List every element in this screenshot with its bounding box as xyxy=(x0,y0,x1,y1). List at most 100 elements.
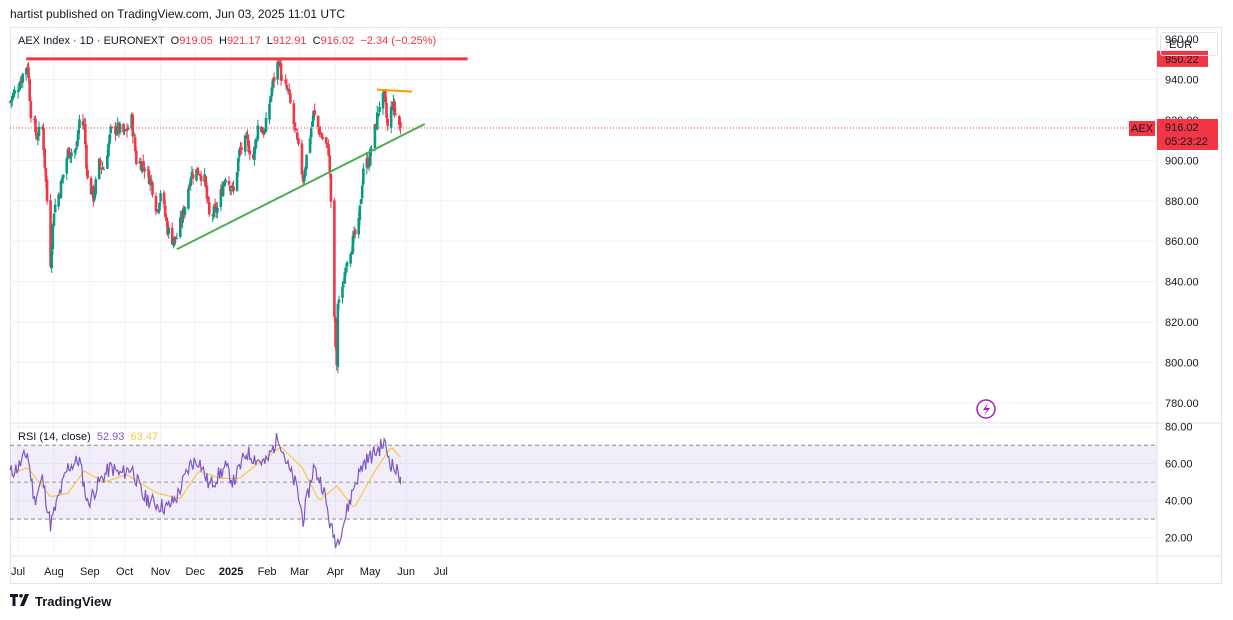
rsi-tick-label: 20.00 xyxy=(1165,533,1193,545)
candle-body xyxy=(151,182,154,196)
time-tick-label: Apr xyxy=(327,566,344,578)
close-value: 916.02 xyxy=(320,35,355,47)
price-tick-label: 800.00 xyxy=(1165,357,1199,369)
candle-body xyxy=(29,101,33,119)
candle-body xyxy=(285,84,289,90)
low-label: L xyxy=(266,35,273,47)
symbol-label[interactable]: AEX Index · 1D · EURONEXT xyxy=(18,35,165,47)
candle-body xyxy=(199,175,203,182)
candle-body xyxy=(125,128,129,132)
candle-body xyxy=(399,121,402,128)
candle-body xyxy=(227,181,231,185)
candle-body xyxy=(21,73,25,83)
candle-body xyxy=(316,115,320,128)
candle-body xyxy=(253,146,256,161)
candle-body xyxy=(213,203,217,207)
candle-body xyxy=(358,205,362,220)
time-tick-label: 2025 xyxy=(219,566,243,578)
candle-body xyxy=(9,100,13,102)
candle-body xyxy=(146,169,150,171)
drawings xyxy=(10,57,1157,251)
candle-body xyxy=(49,200,52,267)
ohlc-legend: AEX Index · 1D · EURONEXT O919.05 H921.1… xyxy=(18,35,436,47)
candle-body xyxy=(329,173,333,202)
tradingview-brand: TradingView xyxy=(35,594,112,609)
candle-body xyxy=(232,186,235,191)
price-tick-label: 860.00 xyxy=(1165,236,1199,248)
candle-body xyxy=(195,169,198,181)
currency-selector[interactable]: EUR xyxy=(1160,32,1218,56)
candle-body xyxy=(245,133,248,135)
candle-body xyxy=(255,139,259,141)
candle-body xyxy=(53,204,57,213)
candle-body xyxy=(115,131,118,135)
candle-body xyxy=(221,184,225,196)
candle-body xyxy=(147,170,151,185)
candle-body xyxy=(178,217,182,237)
candle-body xyxy=(118,124,122,133)
candle-body xyxy=(50,250,54,269)
change-value: −2.34 (−0.25%) xyxy=(360,35,437,47)
candle-body xyxy=(300,143,304,175)
candle-body xyxy=(311,121,314,127)
candle-body xyxy=(292,103,296,125)
candle-body xyxy=(264,117,268,132)
price-tick-label: 900.00 xyxy=(1165,155,1199,167)
candle-body xyxy=(296,132,299,140)
candle-body xyxy=(308,138,312,153)
candle-body xyxy=(359,199,363,205)
rsi-band xyxy=(10,444,1157,520)
candle-body xyxy=(131,115,135,137)
candle-body xyxy=(284,79,288,84)
candle-body xyxy=(337,299,341,303)
candle-body xyxy=(163,205,167,217)
time-tick-label: Jun xyxy=(397,566,415,578)
candle-body xyxy=(198,174,202,176)
high-label: H xyxy=(218,35,227,47)
candle-body xyxy=(345,262,349,267)
candle-body xyxy=(148,178,152,185)
candle-body xyxy=(187,188,190,209)
resistance-price-label: 950.22 xyxy=(1165,54,1199,66)
candle-body xyxy=(341,286,344,298)
candle-body xyxy=(385,102,388,118)
candle-body xyxy=(37,126,41,137)
candle-body xyxy=(336,303,340,368)
candle-body xyxy=(236,158,240,172)
candle-body xyxy=(204,176,208,187)
candle-body xyxy=(61,174,65,179)
candle-body xyxy=(216,207,219,214)
candle-body xyxy=(367,165,371,168)
candle-body xyxy=(238,149,241,157)
candle-body xyxy=(231,185,234,189)
rsi-label[interactable]: RSI (14, close) xyxy=(18,431,91,443)
low-value: 912.91 xyxy=(272,35,307,47)
candle-body xyxy=(366,157,370,168)
candle-body xyxy=(309,128,313,138)
candle-body xyxy=(67,147,71,158)
time-tick-label: Nov xyxy=(151,566,171,578)
candle-body xyxy=(183,206,187,215)
candle-body xyxy=(19,81,22,88)
candle-body xyxy=(167,227,171,234)
candle-body xyxy=(36,137,40,139)
candle-body xyxy=(101,168,104,170)
candle-body xyxy=(89,178,93,195)
candle-body xyxy=(81,121,85,126)
candle-body xyxy=(260,126,263,132)
candle-body xyxy=(188,186,191,188)
rsi-ma-value: 63.47 xyxy=(130,431,159,443)
candle-body xyxy=(207,202,211,215)
candle-body xyxy=(302,174,306,182)
candle-body xyxy=(108,134,111,144)
candle-body xyxy=(386,118,389,127)
candle-body xyxy=(334,317,337,347)
candle-body xyxy=(27,67,30,79)
candle-body xyxy=(156,210,160,212)
candle-body xyxy=(263,129,267,134)
candle-body xyxy=(219,189,223,207)
candle-body xyxy=(276,61,279,80)
candle-body xyxy=(344,268,348,272)
candle-body xyxy=(378,106,381,112)
